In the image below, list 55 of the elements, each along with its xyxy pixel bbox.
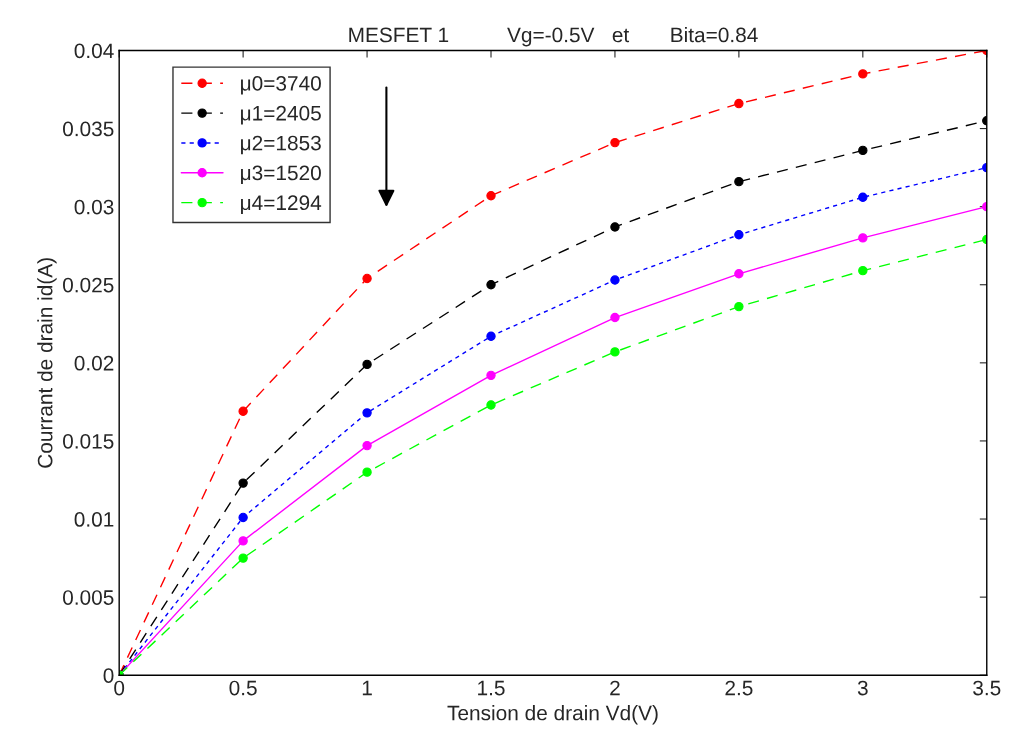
point: [486, 191, 496, 201]
legend-label: μ2=1853: [241, 135, 321, 155]
x-tick-label: 0: [114, 680, 125, 696]
y-axis-title: Courrant de drain id(A): [37, 258, 57, 468]
x-tick-label: 3.5: [973, 680, 1001, 696]
x-tick-label: 1: [362, 680, 372, 696]
point: [238, 478, 248, 488]
point: [858, 233, 868, 243]
point: [362, 440, 372, 451]
legend-label: μ0=3740: [241, 76, 321, 95]
y-tick-label: 0.035: [63, 121, 114, 137]
point: [610, 347, 620, 357]
point: [610, 137, 620, 148]
point: [858, 192, 868, 202]
point: [362, 408, 372, 418]
point: [734, 269, 744, 279]
point: [486, 331, 496, 341]
legend-label: μ3=1520: [241, 165, 321, 185]
point: [734, 230, 744, 240]
point: [362, 273, 372, 284]
point: [858, 145, 868, 156]
x-tick-label: 3: [857, 680, 868, 696]
point: [362, 359, 372, 370]
x-tick-label: 2.5: [725, 680, 753, 696]
point: [238, 553, 248, 563]
x-tick-label: 1.5: [478, 680, 505, 696]
point: [238, 512, 248, 523]
y-tick-label: 0.04: [74, 43, 114, 59]
point: [238, 406, 248, 416]
point: [486, 400, 496, 410]
point: [858, 266, 868, 276]
y-tick-label: 0.005: [63, 590, 114, 605]
chart-title: MESFET 1 Vg=-0.5V et Bita=0.84: [349, 27, 758, 47]
point: [734, 176, 744, 187]
point: [486, 370, 496, 381]
x-axis-title: Tension de drain Vd(V): [447, 705, 658, 725]
legend-label: μ4=1294: [241, 195, 322, 214]
point: [610, 312, 620, 323]
y-tick-label: 0.02: [74, 355, 114, 371]
point: [486, 280, 496, 290]
point: [610, 222, 620, 232]
y-tick-label: 0.03: [74, 199, 114, 215]
point: [734, 301, 744, 312]
point: [238, 536, 248, 546]
y-tick-label: 0.015: [63, 433, 114, 449]
y-tick-label: 0.025: [63, 277, 114, 293]
point: [734, 98, 744, 109]
point: [362, 467, 372, 477]
x-tick-label: 0.5: [229, 680, 257, 696]
point: [858, 69, 868, 79]
point: [610, 275, 620, 285]
x-tick-label: 2: [610, 680, 620, 696]
legend-label: μ1=2405: [241, 105, 321, 125]
y-tick-label: 0: [103, 668, 114, 683]
y-tick-label: 0.01: [74, 512, 114, 527]
